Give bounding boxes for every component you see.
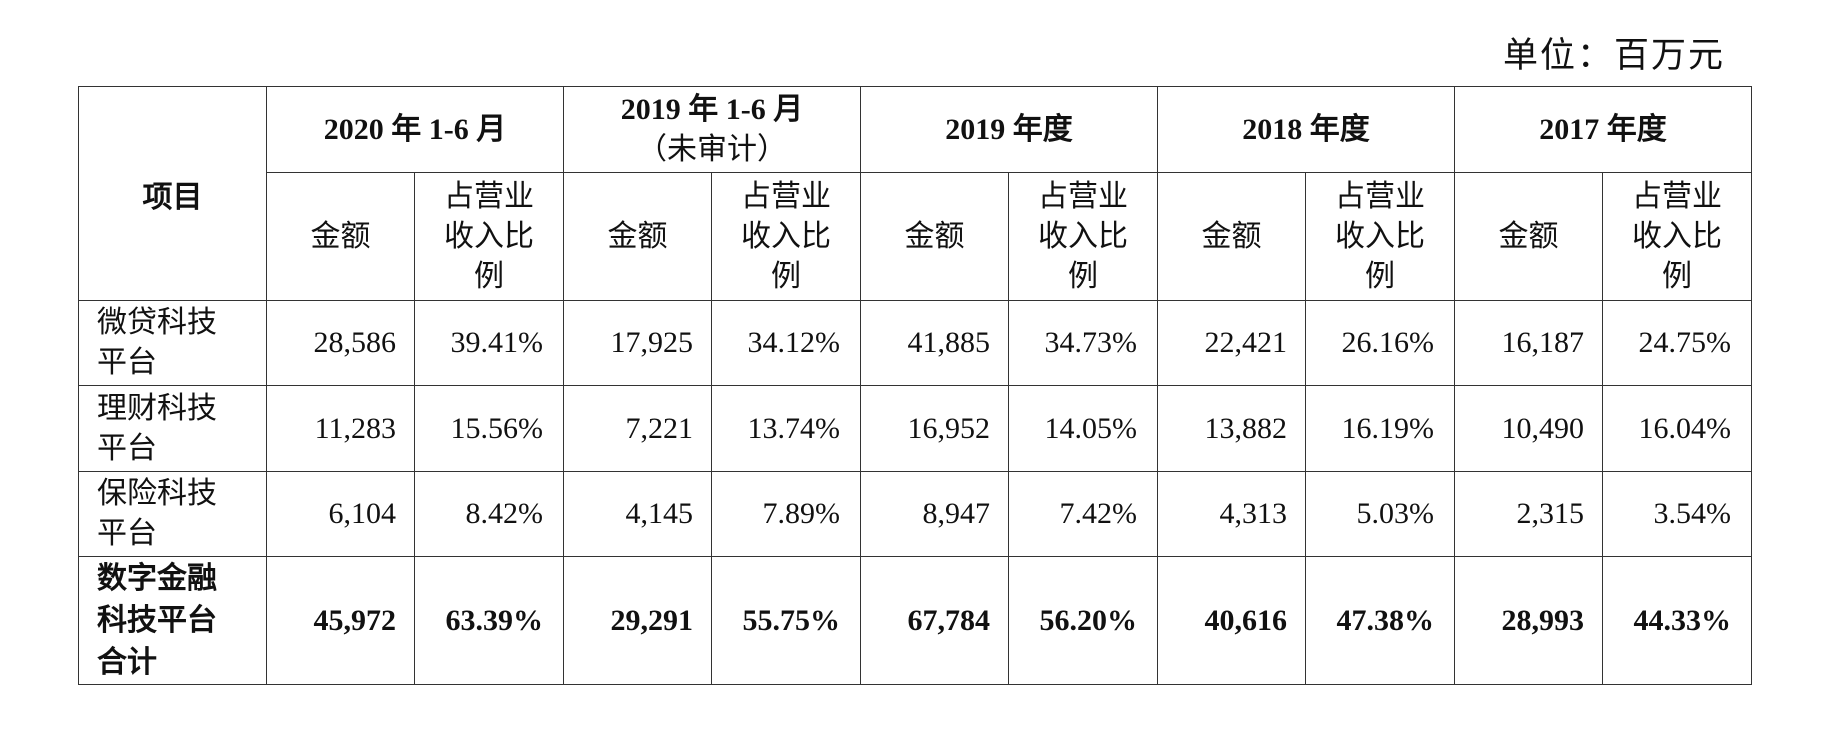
header-row-subheaders: 金额 占营业 收入比例 金额 占营业 收入比例 金额 占营业 收入比例 金额 占营业收… xyxy=(79,172,1752,301)
ratio-cell: 26.16% xyxy=(1305,300,1455,386)
ratio-cell: 47.38% xyxy=(1305,556,1455,685)
period-header-2020h1: 2020 年 1-6 月 xyxy=(266,86,564,173)
ratio-cell: 7.89% xyxy=(711,471,861,557)
row-label: 理财科技 平台 xyxy=(78,385,267,472)
amount-cell: 7,221 xyxy=(563,385,712,472)
amount-header: 金额 xyxy=(563,172,712,301)
ratio-cell: 15.56% xyxy=(414,385,564,472)
table-row: 微贷科技 平台 28,586 39.41% 17,925 34.12% 41,88… xyxy=(78,300,1752,386)
period-header-2018: 2018 年度 xyxy=(1157,86,1455,173)
ratio-cell: 3.54% xyxy=(1602,471,1752,557)
period-title: 2018 年度 xyxy=(1242,112,1370,146)
ratio-cell: 7.42% xyxy=(1008,471,1158,557)
amount-cell: 28,993 xyxy=(1454,556,1603,685)
ratio-cell: 63.39% xyxy=(414,556,564,685)
ratio-cell: 13.74% xyxy=(711,385,861,472)
amount-cell: 10,490 xyxy=(1454,385,1603,472)
amount-cell: 29,291 xyxy=(563,556,712,685)
amount-cell: 6,104 xyxy=(266,471,415,557)
amount-cell: 45,972 xyxy=(266,556,415,685)
ratio-cell: 56.20% xyxy=(1008,556,1158,685)
ratio-cell: 16.04% xyxy=(1602,385,1752,472)
ratio-cell: 24.75% xyxy=(1602,300,1752,386)
ratio-cell: 34.73% xyxy=(1008,300,1158,386)
financial-table: 项目 2020 年 1-6 月 2019 年 1-6 月 （未审计） 2019 … xyxy=(78,86,1752,685)
amount-cell: 28,586 xyxy=(266,300,415,386)
amount-cell: 67,784 xyxy=(860,556,1009,685)
amount-header: 金额 xyxy=(266,172,415,301)
amount-cell: 16,952 xyxy=(860,385,1009,472)
unit-label: 单位：百万元 xyxy=(1502,36,1725,75)
period-title: 2019 年度 xyxy=(945,112,1073,146)
row-label: 保险科技 平台 xyxy=(78,471,267,557)
amount-cell: 11,283 xyxy=(266,385,415,472)
amount-cell: 40,616 xyxy=(1157,556,1306,685)
item-header: 项目 xyxy=(78,86,267,301)
period-subtitle: （未审计） xyxy=(637,132,787,166)
ratio-cell: 8.42% xyxy=(414,471,564,557)
amount-cell: 4,145 xyxy=(563,471,712,557)
amount-cell: 2,315 xyxy=(1454,471,1603,557)
ratio-cell: 55.75% xyxy=(711,556,861,685)
amount-header: 金额 xyxy=(1157,172,1306,301)
ratio-header: 占营业 收入比例 xyxy=(1602,172,1752,301)
ratio-header: 占营业 收入比例 xyxy=(711,172,861,301)
ratio-cell: 14.05% xyxy=(1008,385,1158,472)
amount-cell: 4,313 xyxy=(1157,471,1306,557)
row-label: 微贷科技 平台 xyxy=(78,300,267,386)
ratio-cell: 44.33% xyxy=(1602,556,1752,685)
amount-cell: 16,187 xyxy=(1454,300,1603,386)
amount-cell: 17,925 xyxy=(563,300,712,386)
amount-cell: 8,947 xyxy=(860,471,1009,557)
amount-cell: 13,882 xyxy=(1157,385,1306,472)
table-row-total: 数字金融 科技平台 合计 45,972 63.39% 29,291 55.75% 6… xyxy=(78,556,1752,685)
ratio-cell: 5.03% xyxy=(1305,471,1455,557)
period-title: 2019 年 1-6 月 xyxy=(620,92,804,126)
ratio-header: 占营业 收入比例 xyxy=(1305,172,1455,301)
period-header-2017: 2017 年度 xyxy=(1454,86,1752,173)
period-title: 2020 年 1-6 月 xyxy=(323,112,507,146)
period-header-2019: 2019 年度 xyxy=(860,86,1158,173)
period-title: 2017 年度 xyxy=(1539,112,1667,146)
row-label: 数字金融 科技平台 合计 xyxy=(78,556,267,685)
amount-header: 金额 xyxy=(1454,172,1603,301)
ratio-cell: 34.12% xyxy=(711,300,861,386)
period-header-2019h1: 2019 年 1-6 月 （未审计） xyxy=(563,86,861,173)
ratio-cell: 39.41% xyxy=(414,300,564,386)
ratio-header: 占营业 收入比例 xyxy=(414,172,564,301)
amount-header: 金额 xyxy=(860,172,1009,301)
ratio-cell: 16.19% xyxy=(1305,385,1455,472)
ratio-header: 占营业 收入比例 xyxy=(1008,172,1158,301)
amount-cell: 41,885 xyxy=(860,300,1009,386)
header-row-periods: 项目 2020 年 1-6 月 2019 年 1-6 月 （未审计） 2019 … xyxy=(78,86,1752,301)
amount-cell: 22,421 xyxy=(1157,300,1306,386)
table-row: 理财科技 平台 11,283 15.56% 7,221 13.74% 16,952… xyxy=(78,385,1752,472)
table-row: 保险科技 平台 6,104 8.42% 4,145 7.89% 8,947 7.4… xyxy=(78,471,1752,557)
